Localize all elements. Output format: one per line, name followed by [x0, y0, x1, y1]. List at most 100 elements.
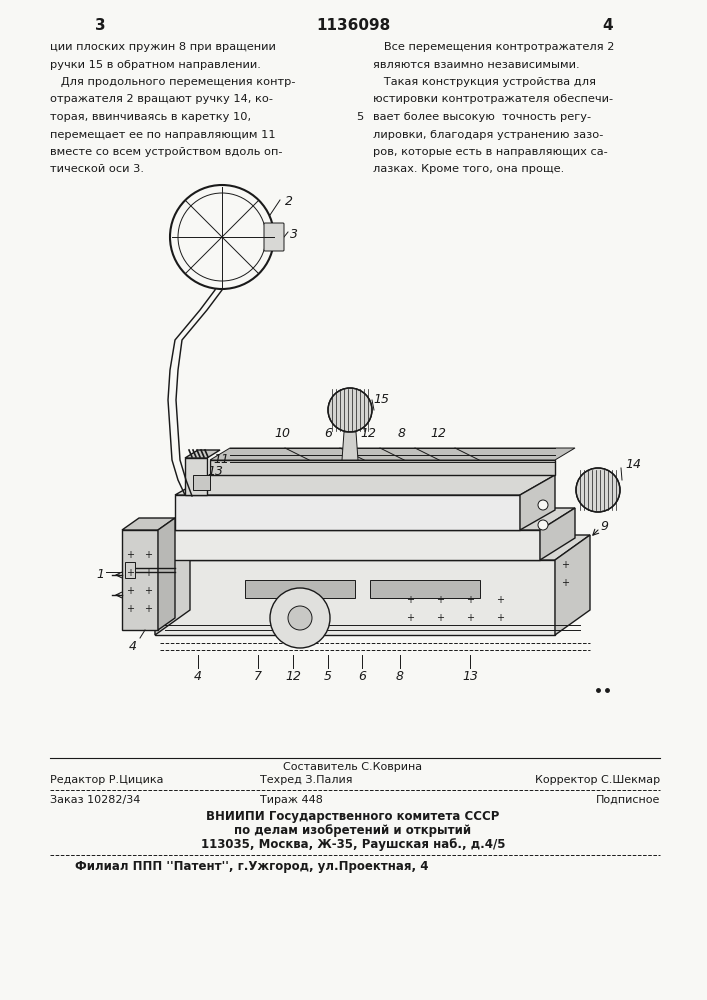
Circle shape	[288, 606, 312, 630]
Text: юстировки контротражателя обеспечи-: юстировки контротражателя обеспечи-	[373, 95, 613, 104]
Polygon shape	[210, 460, 555, 475]
Polygon shape	[155, 535, 190, 635]
Circle shape	[178, 193, 266, 281]
Text: +: +	[466, 613, 474, 623]
Text: 13: 13	[462, 670, 478, 683]
Polygon shape	[175, 495, 520, 530]
Circle shape	[538, 500, 548, 510]
Polygon shape	[185, 458, 207, 495]
Text: Техред З.Палия: Техред З.Палия	[260, 775, 353, 785]
Text: 5: 5	[356, 112, 363, 122]
Text: +: +	[144, 586, 152, 596]
Polygon shape	[175, 475, 555, 495]
Text: 15: 15	[373, 393, 389, 406]
Text: лазках. Кроме того, она проще.: лазках. Кроме того, она проще.	[373, 164, 564, 174]
Text: +: +	[144, 604, 152, 614]
Text: +: +	[561, 560, 569, 570]
Text: 12: 12	[285, 670, 301, 683]
Text: +: +	[126, 586, 134, 596]
Text: торая, ввинчиваясь в каретку 10,: торая, ввинчиваясь в каретку 10,	[50, 112, 251, 122]
Polygon shape	[540, 508, 575, 560]
Text: ров, которые есть в направляющих са-: ров, которые есть в направляющих са-	[373, 147, 608, 157]
Text: +: +	[561, 578, 569, 588]
Polygon shape	[165, 530, 540, 560]
Text: Заказ 10282/34: Заказ 10282/34	[50, 795, 141, 805]
Text: +: +	[126, 550, 134, 560]
Text: 4: 4	[129, 640, 137, 653]
Text: +: +	[466, 595, 474, 605]
Polygon shape	[520, 475, 555, 530]
Text: 5: 5	[324, 670, 332, 683]
Polygon shape	[210, 448, 575, 460]
Polygon shape	[155, 535, 590, 560]
Text: +: +	[144, 568, 152, 578]
Text: 1136098: 1136098	[316, 18, 390, 33]
Polygon shape	[185, 450, 220, 458]
Text: по делам изобретений и открытий: по делам изобретений и открытий	[235, 824, 472, 837]
Text: +: +	[144, 550, 152, 560]
Text: 12: 12	[360, 427, 376, 440]
Text: +: +	[126, 604, 134, 614]
Polygon shape	[158, 518, 175, 630]
Text: 6: 6	[324, 427, 332, 440]
Text: отражателя 2 вращают ручку 14, ко-: отражателя 2 вращают ручку 14, ко-	[50, 95, 273, 104]
Polygon shape	[193, 475, 210, 490]
Text: 9: 9	[600, 520, 608, 533]
Circle shape	[270, 588, 330, 648]
Text: 4: 4	[194, 670, 202, 683]
Text: Для продольного перемещения контр-: Для продольного перемещения контр-	[50, 77, 296, 87]
Polygon shape	[555, 535, 590, 635]
Text: 11: 11	[213, 453, 229, 466]
Polygon shape	[122, 518, 175, 530]
Text: +: +	[406, 613, 414, 623]
Text: 2: 2	[285, 195, 293, 208]
FancyBboxPatch shape	[264, 223, 284, 251]
Text: +: +	[496, 613, 504, 623]
Text: лировки, благодаря устранению зазо-: лировки, благодаря устранению зазо-	[373, 129, 603, 139]
Text: 3: 3	[95, 18, 105, 33]
Text: +: +	[126, 568, 134, 578]
Circle shape	[576, 468, 620, 512]
Text: вает более высокую  точность регу-: вает более высокую точность регу-	[373, 112, 591, 122]
Text: 4: 4	[602, 18, 613, 33]
Text: 6: 6	[358, 670, 366, 683]
Polygon shape	[342, 432, 358, 460]
Text: +: +	[436, 595, 444, 605]
Text: 14: 14	[625, 458, 641, 471]
Text: Все перемещения контротражателя 2: Все перемещения контротражателя 2	[373, 42, 614, 52]
Circle shape	[328, 388, 372, 432]
Text: Филиал ППП ''Патент'', г.Ужгород, ул.Проектная, 4: Филиал ППП ''Патент'', г.Ужгород, ул.Про…	[75, 860, 428, 873]
Text: 10: 10	[274, 427, 290, 440]
Text: ции плоских пружин 8 при вращении: ции плоских пружин 8 при вращении	[50, 42, 276, 52]
Text: Подписное: Подписное	[595, 795, 660, 805]
Text: +: +	[406, 595, 414, 605]
Text: Составитель С.Коврина: Составитель С.Коврина	[284, 762, 423, 772]
Text: перемещает ее по направляющим 11: перемещает ее по направляющим 11	[50, 129, 276, 139]
Text: Редактор Р.Цицика: Редактор Р.Цицика	[50, 775, 163, 785]
Polygon shape	[122, 530, 158, 630]
Text: 13: 13	[207, 465, 223, 478]
Text: ручки 15 в обратном направлении.: ручки 15 в обратном направлении.	[50, 60, 261, 70]
Polygon shape	[125, 562, 135, 578]
Text: вместе со всем устройством вдоль оп-: вместе со всем устройством вдоль оп-	[50, 147, 283, 157]
Text: +: +	[436, 613, 444, 623]
Text: Корректор С.Шекмар: Корректор С.Шекмар	[535, 775, 660, 785]
Text: 8: 8	[396, 670, 404, 683]
Polygon shape	[165, 508, 575, 530]
Text: 12: 12	[430, 427, 446, 440]
Polygon shape	[245, 580, 355, 598]
Text: 7: 7	[254, 670, 262, 683]
Text: 3: 3	[290, 228, 298, 241]
Polygon shape	[155, 560, 555, 635]
Polygon shape	[370, 580, 480, 598]
Text: тической оси 3.: тической оси 3.	[50, 164, 144, 174]
Circle shape	[538, 520, 548, 530]
Text: являются взаимно независимыми.: являются взаимно независимыми.	[373, 60, 580, 70]
Text: Такая конструкция устройства для: Такая конструкция устройства для	[373, 77, 596, 87]
Text: 113035, Москва, Ж-35, Раушская наб., д.4/5: 113035, Москва, Ж-35, Раушская наб., д.4…	[201, 838, 506, 851]
Circle shape	[170, 185, 274, 289]
Text: 1: 1	[96, 568, 104, 581]
Text: ВНИИПИ Государственного комитета СССР: ВНИИПИ Государственного комитета СССР	[206, 810, 500, 823]
Text: +: +	[496, 595, 504, 605]
Text: Тираж 448: Тираж 448	[260, 795, 323, 805]
